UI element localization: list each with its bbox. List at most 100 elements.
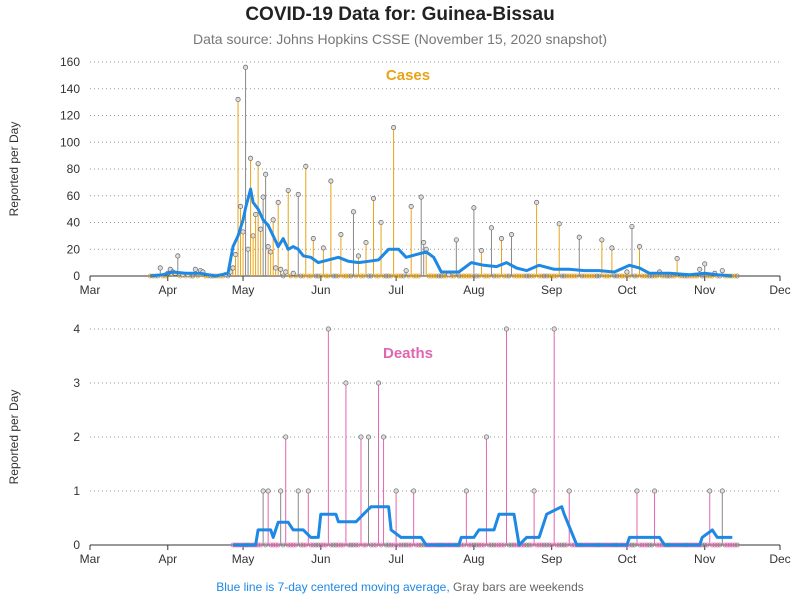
spike-point: [393, 488, 399, 494]
zero-day-marker: [416, 273, 422, 279]
spike-point: [697, 266, 703, 272]
zero-day-marker: [320, 542, 326, 548]
spike-point: [275, 199, 281, 205]
spike-point: [551, 326, 557, 332]
x-tick-label: Nov: [694, 552, 715, 566]
zero-day-marker: [288, 542, 294, 548]
spike-point: [237, 203, 244, 210]
spike-point: [478, 248, 484, 254]
spike-point: [411, 488, 417, 494]
zero-day-marker: [315, 542, 321, 548]
zero-day-marker: [461, 273, 467, 279]
zero-day-marker: [343, 273, 349, 279]
spike-point: [534, 199, 540, 205]
spike-point: [719, 268, 725, 274]
spike-point: [609, 245, 615, 251]
spike-point: [498, 236, 505, 242]
spike-point: [350, 209, 357, 215]
spike-point: [295, 488, 301, 494]
zero-day-marker: [323, 273, 329, 279]
spike-point: [325, 326, 331, 332]
zero-day-marker: [348, 273, 354, 279]
zero-day-marker: [388, 273, 394, 279]
y-axis-label: Reported per Day: [7, 122, 21, 217]
spike-point: [531, 488, 537, 494]
zero-day-marker: [376, 273, 381, 279]
zero-day-marker: [468, 273, 474, 279]
spike-point: [245, 246, 251, 252]
zero-day-marker: [285, 542, 291, 548]
spike-point: [381, 434, 387, 440]
zero-day-marker: [413, 273, 419, 279]
spike-point: [707, 488, 713, 494]
zero-day-marker: [541, 542, 547, 548]
zero-day-marker: [353, 273, 359, 279]
zero-day-marker: [529, 542, 534, 548]
spike-point: [488, 225, 495, 231]
zero-day-marker: [466, 273, 472, 279]
zero-day-marker: [378, 542, 384, 548]
spike-point: [408, 203, 414, 210]
zero-day-marker: [308, 542, 314, 548]
y-tick-label: 120: [60, 109, 80, 123]
zero-day-marker: [559, 273, 565, 279]
x-tick-label: Jun: [311, 283, 330, 297]
zero-day-marker: [549, 273, 555, 279]
zero-day-marker: [612, 273, 617, 279]
zero-day-marker: [654, 542, 660, 548]
zero-day-marker: [481, 542, 487, 548]
zero-day-marker: [591, 273, 597, 279]
zero-day-marker: [426, 273, 432, 279]
spike-point: [278, 266, 284, 272]
zero-day-marker: [484, 273, 489, 279]
zero-day-marker: [333, 273, 339, 279]
y-tick-label: 1: [73, 484, 80, 498]
zero-day-marker: [366, 273, 371, 279]
zero-day-marker: [346, 542, 351, 548]
zero-day-marker: [280, 542, 286, 548]
zero-day-marker: [586, 273, 592, 279]
spike-point: [651, 488, 658, 494]
zero-day-marker: [275, 542, 281, 548]
x-tick-label: Oct: [618, 552, 637, 566]
spike-point: [270, 217, 276, 223]
zero-day-marker: [601, 273, 607, 279]
zero-day-marker: [712, 542, 718, 548]
y-tick-label: 140: [60, 82, 80, 96]
y-tick-label: 2: [73, 430, 80, 444]
spike-point: [255, 161, 261, 167]
zero-day-marker: [476, 542, 482, 548]
zero-day-marker: [506, 273, 512, 279]
zero-day-marker: [361, 542, 366, 548]
zero-day-marker: [732, 542, 738, 548]
zero-day-marker: [632, 542, 637, 548]
zero-day-marker: [383, 273, 389, 279]
zero-day-marker: [704, 542, 710, 548]
spike-point: [418, 194, 424, 200]
zero-day-marker: [361, 273, 366, 279]
zero-day-marker: [270, 542, 276, 548]
x-tick-label: Mar: [80, 552, 101, 566]
zero-day-marker: [406, 542, 412, 548]
zero-day-marker: [724, 542, 730, 548]
zero-day-marker: [438, 273, 444, 279]
zero-day-marker: [536, 542, 542, 548]
zero-day-marker: [368, 542, 374, 548]
zero-day-marker: [463, 273, 469, 279]
zero-day-marker: [571, 273, 577, 279]
spike-point: [365, 434, 372, 440]
spike-point: [556, 221, 562, 227]
spike-point: [305, 488, 311, 494]
spike-point: [248, 155, 254, 161]
spike-point: [566, 488, 572, 494]
zero-day-marker: [496, 542, 502, 548]
zero-day-marker: [657, 542, 662, 548]
spike-point: [268, 249, 274, 255]
y-axis-label: Reported per Day: [7, 390, 21, 485]
zero-day-marker: [398, 542, 404, 548]
zero-day-marker: [546, 273, 552, 279]
zero-day-marker: [403, 542, 409, 548]
zero-day-marker: [642, 273, 647, 279]
zero-day-marker: [393, 273, 399, 279]
zero-day-marker: [579, 273, 585, 279]
